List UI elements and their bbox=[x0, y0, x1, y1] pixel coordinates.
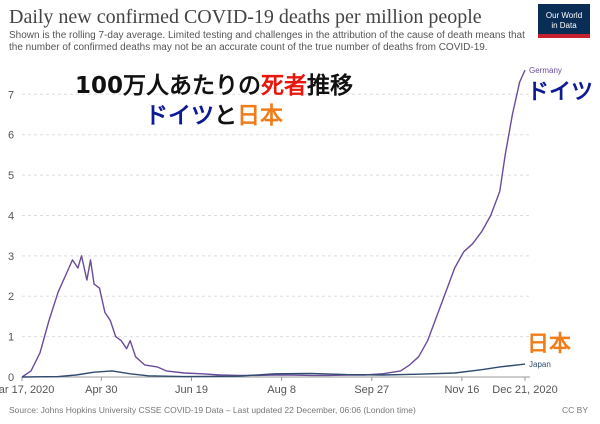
series-label-germany: Germany bbox=[529, 66, 562, 75]
chart-subtitle: Shown is the rolling 7-day average. Limi… bbox=[9, 30, 525, 53]
chart-title: Daily new confirmed COVID-19 deaths per … bbox=[9, 6, 482, 28]
jp-subtitle-part-1: ドイツ bbox=[145, 103, 214, 129]
series-label-japan: Japan bbox=[529, 360, 551, 369]
our-world-in-data-logo[interactable]: Our World in Data bbox=[538, 4, 590, 38]
series-line-germany bbox=[21, 69, 526, 378]
x-tick-label-2: Jun 19 bbox=[175, 384, 208, 396]
logo-line-2: in Data bbox=[551, 21, 577, 30]
x-tick-label-5: Nov 16 bbox=[444, 384, 479, 396]
series-lines bbox=[21, 69, 526, 378]
x-tick-label-3: Aug 8 bbox=[267, 384, 296, 396]
y-tick-label-0: 0 bbox=[8, 372, 14, 384]
x-axis: Mar 17, 2020 Apr 30 Jun 19 Aug 8 Sep 27 Nov 1… bbox=[0, 376, 558, 396]
license-link[interactable]: CC BY bbox=[562, 405, 588, 415]
x-tick-label-1: Apr 30 bbox=[85, 384, 117, 396]
y-tick-label-3: 3 bbox=[8, 251, 14, 263]
x-tick-label-6: Dec 21, 2020 bbox=[492, 384, 557, 396]
x-tick-label-0: Mar 17, 2020 bbox=[0, 384, 54, 396]
logo-line-1: Our World bbox=[545, 11, 583, 20]
source-note: Source: Johns Hopkins University CSSE CO… bbox=[9, 405, 416, 415]
y-tick-label-4: 4 bbox=[8, 210, 14, 222]
y-tick-label-5: 5 bbox=[8, 170, 14, 182]
germany-big-annotation: ドイツ bbox=[527, 80, 594, 105]
jp-title-part-3: 推移 bbox=[307, 73, 354, 99]
x-tick-label-4: Sep 27 bbox=[354, 384, 389, 396]
jp-subtitle-part-3: 日本 bbox=[237, 103, 283, 129]
logo-accent-bar bbox=[538, 34, 590, 38]
y-axis: 0 1 2 3 4 5 6 7 bbox=[8, 89, 14, 384]
jp-title-part-1: 100万人あたりの bbox=[75, 73, 262, 99]
y-tick-label-7: 7 bbox=[8, 89, 14, 101]
y-tick-label-2: 2 bbox=[8, 291, 14, 303]
jp-annotation-subtitle: ドイツと日本 bbox=[145, 96, 283, 130]
japan-big-annotation: 日本 bbox=[527, 332, 572, 357]
jp-annotation-title: 100万人あたりの死者推移 bbox=[75, 66, 353, 100]
series-labels: Germany Japan bbox=[529, 66, 562, 369]
gridlines bbox=[22, 93, 530, 338]
jp-title-part-2: 死者 bbox=[261, 73, 308, 99]
jp-subtitle-part-2: と bbox=[214, 103, 237, 129]
series-line-japan bbox=[21, 363, 526, 378]
y-tick-label-6: 6 bbox=[8, 130, 14, 142]
y-tick-label-1: 1 bbox=[8, 332, 14, 344]
